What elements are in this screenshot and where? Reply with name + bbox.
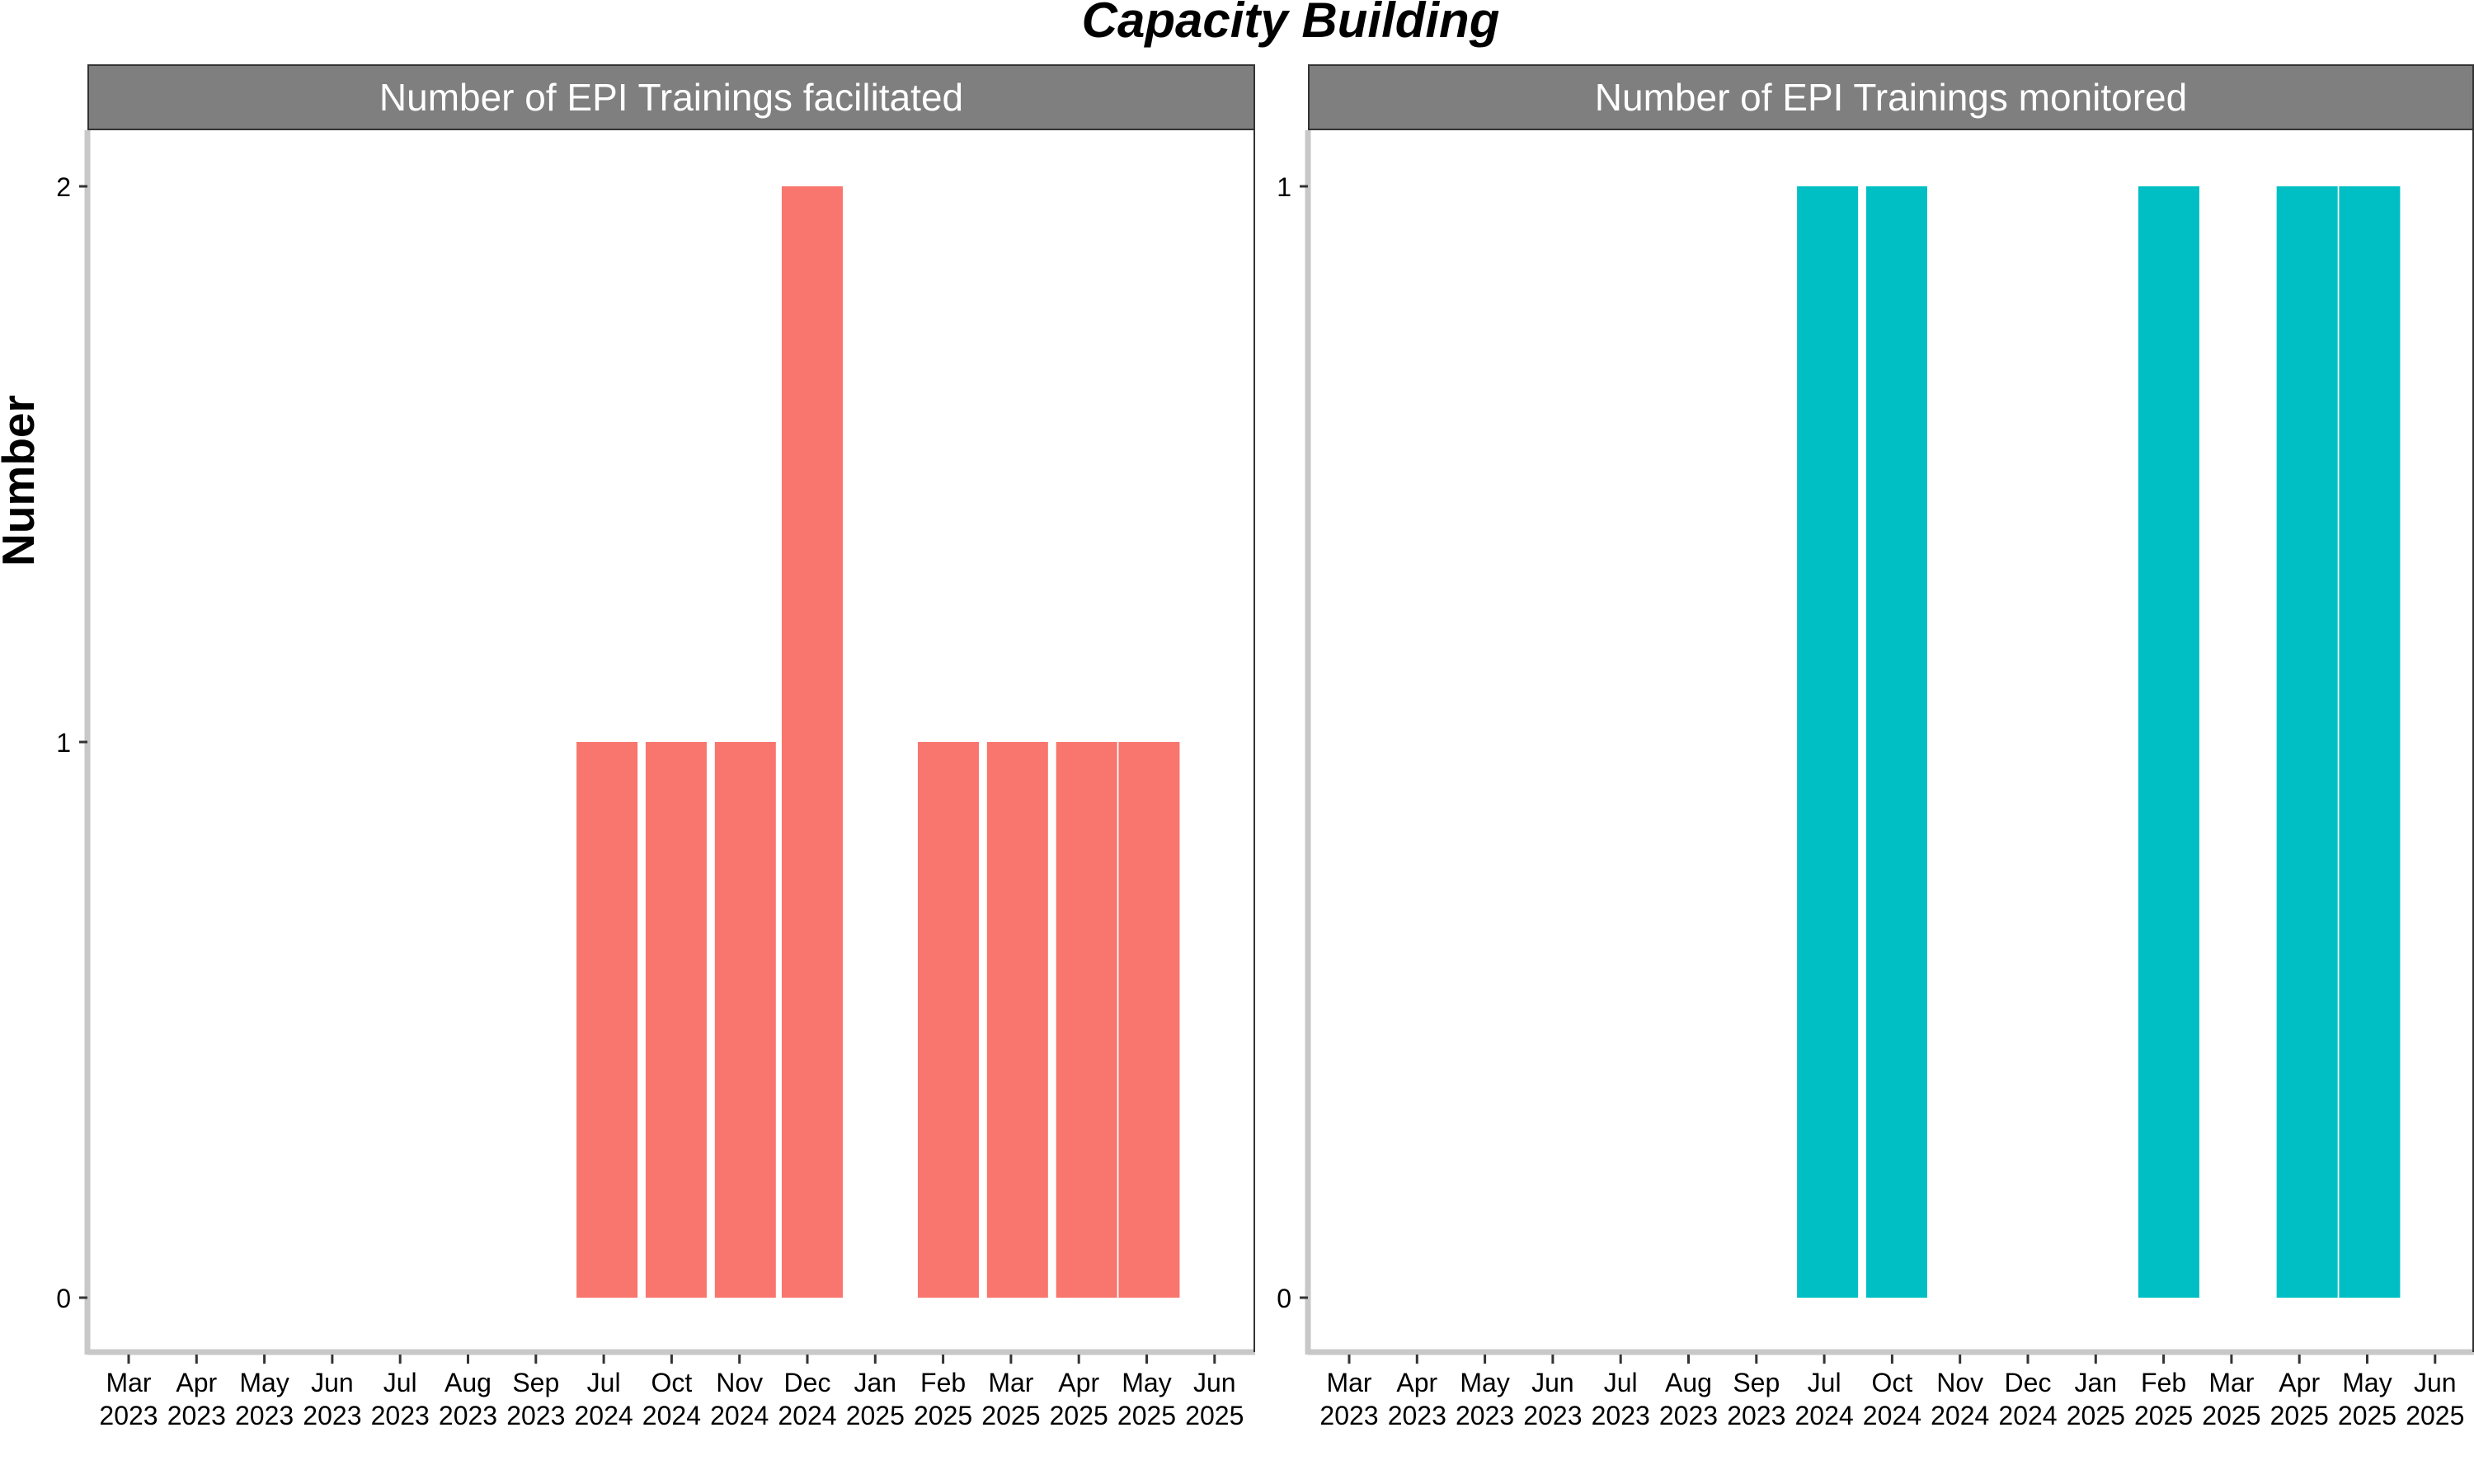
x-tick-label-year: 2024 [1998,1401,2057,1430]
x-tick-label-year: 2023 [99,1401,158,1430]
y-tick-label: 1 [1277,172,1291,202]
x-tick-label-year: 2025 [846,1401,905,1430]
y-tick-label: 1 [56,728,71,758]
bar-facilitated [917,742,979,1298]
bar-monitored [1865,186,1927,1298]
x-tick-label-year: 2023 [1659,1401,1718,1430]
x-tick-label-year: 2023 [1388,1401,1446,1430]
x-tick-label-year: 2025 [1050,1401,1108,1430]
x-tick-label-month: May [1122,1368,1171,1397]
x-tick-label-month: Mar [988,1368,1033,1397]
x-tick-label-month: Feb [2141,1368,2186,1397]
x-tick-label-year: 2025 [2406,1401,2464,1430]
x-tick-label-month: Mar [106,1368,151,1397]
panel-strip-monitored: Number of EPI Trainings monitored [1308,64,2474,130]
x-tick-label-year: 2025 [2202,1401,2260,1430]
x-tick-label-month: Apr [176,1368,217,1397]
bar-monitored [2339,186,2401,1298]
x-tick-label-month: Oct [1872,1368,1913,1397]
x-tick-label-year: 2025 [1117,1401,1176,1430]
x-tick-label-year: 2025 [981,1401,1040,1430]
y-axis-label: Number [0,395,44,566]
x-tick-label-month: May [239,1368,289,1397]
x-tick-label-year: 2024 [642,1401,701,1430]
x-tick-label-month: Nov [716,1368,763,1397]
bar-facilitated [714,742,776,1298]
x-tick-label-month: Aug [1665,1368,1712,1397]
x-tick-label-year: 2023 [167,1401,226,1430]
y-tick-label: 0 [1277,1284,1291,1313]
plot-monitored: 0 1 Mar 2023 Apr 2023 May 2023 Jun 2023 Jul 2023 Aug… [1277,130,2474,1430]
x-tick-label-month: Sep [512,1368,559,1397]
x-tick-label-year: 2023 [439,1401,497,1430]
x-tick-label-year: 2023 [506,1401,565,1430]
x-tick-label-year: 2024 [575,1401,633,1430]
x-tick-label-month: Feb [920,1368,966,1397]
x-tick-label-year: 2023 [303,1401,361,1430]
x-tick-label-year: 2023 [1523,1401,1582,1430]
bar-facilitated [781,186,843,1298]
x-tick-label-year: 2023 [1319,1401,1378,1430]
x-tick-label-year: 2023 [235,1401,294,1430]
x-tick-label-month: May [2342,1368,2392,1397]
x-tick-label-month: Jun [2414,1368,2457,1397]
bar-monitored [1797,186,1859,1298]
bar-facilitated [986,742,1048,1298]
bar-monitored [2276,186,2338,1298]
x-tick-label-month: Mar [1326,1368,1371,1397]
x-tick-label-month: Oct [651,1368,693,1397]
x-tick-label-month: Nov [1936,1368,1983,1397]
panel-facilitated: Number of EPI Trainings facilitated 0 1 2 M… [56,64,1255,1433]
x-tick-label-year: 2024 [1795,1401,1854,1430]
x-tick-label-year: 2023 [1592,1401,1650,1430]
x-tick-label-month: Jun [1193,1368,1236,1397]
x-tick-label-month: Sep [1733,1368,1780,1397]
x-tick-label-year: 2024 [1863,1401,1921,1430]
y-tick-label: 0 [56,1284,71,1313]
x-tick-label-month: May [1460,1368,1509,1397]
x-tick-label-month: Jun [1531,1368,1574,1397]
panel-monitored: Number of EPI Trainings monitored 0 1 Mar 2… [1277,64,2474,1433]
x-tick-label-month: Jan [854,1368,897,1397]
x-tick-label-month: Jul [1604,1368,1638,1397]
x-tick-label-month: Jun [311,1368,354,1397]
panel-strip-facilitated: Number of EPI Trainings facilitated [87,64,1255,130]
x-tick-label-month: Dec [2005,1368,2052,1397]
bar-facilitated [1056,742,1117,1298]
x-tick-label-month: Apr [1058,1368,1099,1397]
x-tick-label-month: Jul [383,1368,417,1397]
x-tick-label-month: Jul [1808,1368,1841,1397]
x-tick-label-year: 2023 [371,1401,430,1430]
x-tick-label-year: 2023 [1727,1401,1785,1430]
x-tick-label-year: 2023 [1456,1401,1514,1430]
x-tick-label-year: 2025 [2134,1401,2193,1430]
x-tick-label-month: Dec [784,1368,831,1397]
bar-facilitated [1118,742,1180,1298]
x-tick-label-month: Aug [444,1368,492,1397]
bar-facilitated [576,742,638,1298]
chart-title: Capacity Building [1081,0,1500,48]
x-tick-label-year: 2025 [2270,1401,2329,1430]
bar-monitored [2138,186,2199,1298]
x-tick-label-year: 2024 [1931,1401,1989,1430]
x-tick-label-year: 2024 [778,1401,836,1430]
x-tick-label-month: Apr [1396,1368,1437,1397]
x-tick-label-month: Jan [2075,1368,2118,1397]
x-tick-label-year: 2025 [2067,1401,2125,1430]
x-tick-label-month: Jul [587,1368,621,1397]
x-tick-label-month: Apr [2279,1368,2320,1397]
x-tick-label-year: 2025 [914,1401,972,1430]
x-tick-label-year: 2025 [2338,1401,2396,1430]
plot-facilitated: 0 1 2 Mar 2023 Apr 2023 May 2023 Jun 2023 Jul 2023 Au… [56,130,1255,1430]
bar-facilitated [645,742,707,1298]
x-tick-label-month: Mar [2208,1368,2254,1397]
x-tick-label-year: 2024 [710,1401,769,1430]
x-tick-label-year: 2025 [1185,1401,1244,1430]
y-tick-label: 2 [56,172,71,202]
